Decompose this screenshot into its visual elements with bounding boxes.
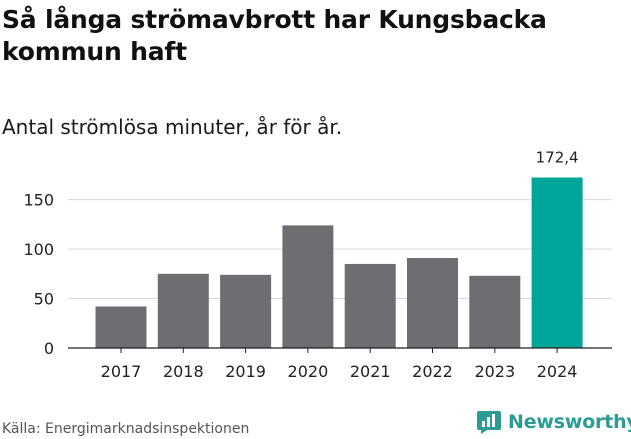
bar-2023 xyxy=(469,275,521,348)
grid-lines xyxy=(68,199,612,300)
value-label-2024: 172,4 xyxy=(536,149,579,167)
bars xyxy=(95,177,583,348)
chart-title: Så långa strömavbrott har Kungsbacka kom… xyxy=(2,5,547,66)
axes xyxy=(68,347,612,353)
bar-2017 xyxy=(95,306,147,348)
y-tick-label-50: 50 xyxy=(34,290,54,309)
newsworthy-brand[interactable]: Newsworthy xyxy=(476,408,631,436)
bar-2020 xyxy=(282,225,334,348)
x-tick-label-2017: 2017 xyxy=(101,362,142,381)
bar-2019 xyxy=(220,274,272,348)
x-tick-label-2024: 2024 xyxy=(537,362,578,381)
x-tick-label-2021: 2021 xyxy=(350,362,391,381)
brand-name: Newsworthy xyxy=(508,411,631,433)
bar-2022 xyxy=(407,258,458,348)
labels: 0 50 100 150 2017 2018 2019 2020 2021 2022 2023 202… xyxy=(23,149,578,381)
bar-2021 xyxy=(344,263,396,348)
y-tick-label-100: 100 xyxy=(23,240,54,259)
source-note: Källa: Energimarknadsinspektionen xyxy=(2,421,250,437)
x-tick-label-2019: 2019 xyxy=(225,362,266,381)
x-tick-label-2023: 2023 xyxy=(474,362,515,381)
bar-chart: 0 50 100 150 2017 2018 2019 2020 2021 2022 2023 202… xyxy=(23,149,612,381)
chart-subtitle: Antal strömlösa minuter, år för år. xyxy=(2,115,343,139)
y-tick-label-150: 150 xyxy=(23,191,54,210)
x-tick-label-2020: 2020 xyxy=(288,362,329,381)
x-tick-label-2018: 2018 xyxy=(163,362,204,381)
x-tick-label-2022: 2022 xyxy=(412,362,453,381)
bar-2018 xyxy=(157,273,209,348)
y-tick-label-0: 0 xyxy=(44,339,54,358)
bar-2024 xyxy=(531,177,583,348)
newsworthy-logo-icon xyxy=(477,411,501,434)
